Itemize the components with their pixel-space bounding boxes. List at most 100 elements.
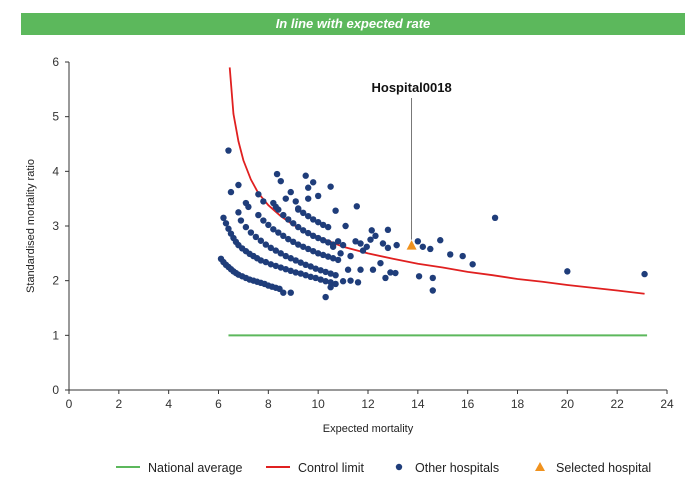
hospital-point	[270, 226, 277, 233]
hospital-point	[225, 225, 232, 232]
hospital-point	[247, 229, 255, 236]
y-tick-label: 4	[52, 164, 59, 178]
hospital-point	[282, 265, 289, 273]
hospital-point	[327, 270, 334, 277]
hospital-point	[337, 250, 344, 257]
hospital-point	[324, 223, 332, 231]
hospital-point	[322, 278, 329, 285]
hospital-point	[309, 179, 317, 186]
hospital-point	[255, 191, 262, 198]
hospital-point	[357, 266, 364, 273]
hospital-point	[252, 233, 260, 241]
hospital-point	[307, 273, 314, 281]
hospital-point	[275, 229, 282, 236]
hospital-point	[329, 255, 337, 262]
control-limit-line	[228, 67, 645, 295]
hospital-point	[272, 247, 280, 254]
hospital-point	[300, 243, 307, 250]
x-tick-label: 4	[165, 397, 172, 411]
hospital-point	[285, 235, 292, 243]
legend-selected-hospital-swatch	[535, 462, 545, 471]
x-tick-label: 0	[66, 397, 73, 411]
hospital-point	[314, 218, 322, 226]
x-tick-label: 14	[411, 397, 425, 411]
hospital-point	[277, 177, 284, 185]
hospital-point	[272, 203, 280, 211]
hospital-point	[280, 289, 287, 296]
hospital-point	[415, 273, 423, 280]
hospital-point	[282, 195, 289, 202]
x-tick-label: 12	[361, 397, 375, 411]
hospital-point	[292, 257, 299, 264]
hospital-point	[329, 243, 337, 250]
hospital-point	[277, 250, 284, 257]
hospital-point	[339, 278, 347, 285]
hospital-point	[272, 262, 280, 270]
hospital-point	[260, 217, 267, 224]
y-tick-label: 0	[52, 383, 59, 397]
hospital-point	[305, 212, 312, 220]
hospital-point	[245, 203, 252, 211]
hospital-point	[429, 287, 436, 294]
hospital-point	[287, 255, 294, 262]
hospital-point	[339, 241, 347, 249]
hospital-point	[332, 280, 339, 288]
hospital-point	[295, 205, 302, 212]
hospital-point	[312, 265, 319, 272]
hospital-point	[322, 293, 329, 301]
hospital-point	[491, 214, 499, 221]
hospital-point	[262, 258, 270, 266]
y-axis-ticks: 0 1 2 3 4 5 6	[52, 55, 69, 397]
hospital-point	[235, 181, 242, 189]
hospital-point	[564, 268, 571, 275]
hospital-point	[227, 188, 235, 196]
hospital-point	[641, 270, 648, 278]
hospital-point	[353, 203, 360, 210]
other-hospitals-points	[217, 147, 648, 301]
hospital-point	[322, 268, 329, 276]
x-tick-label: 24	[660, 397, 674, 411]
hospital-point	[273, 170, 281, 178]
legend-national-average-label: National average	[148, 461, 243, 475]
hospital-point	[379, 240, 387, 247]
hospital-point	[295, 223, 302, 231]
hospital-point	[290, 238, 297, 246]
hospital-point	[314, 234, 322, 242]
legend: National average Control limit Other hos…	[116, 461, 651, 475]
hospital-point	[235, 209, 242, 216]
hospital-point	[260, 198, 267, 205]
hospital-point	[280, 232, 287, 240]
hospital-point	[427, 245, 434, 253]
hospital-point	[324, 253, 332, 260]
hospital-point	[255, 211, 262, 219]
hospital-point	[367, 236, 374, 243]
hospital-point	[222, 220, 230, 227]
x-axis-ticks: 0 2 4 6 8 10 12 14 16 18 20 22 24	[66, 390, 674, 411]
selected-hospital-marker[interactable]	[406, 240, 417, 250]
hospital-point	[290, 220, 297, 227]
hospital-point	[314, 250, 322, 257]
selected-hospital-label: Hospital0018	[372, 80, 452, 95]
hospital-point	[305, 245, 312, 253]
legend-selected-hospital-label: Selected hospital	[556, 461, 651, 475]
y-tick-label: 5	[52, 110, 59, 124]
hospital-point	[382, 274, 389, 282]
hospital-point	[287, 188, 294, 196]
x-tick-label: 2	[115, 397, 122, 411]
hospital-point	[384, 244, 392, 252]
hospital-point	[300, 227, 307, 234]
hospital-point	[242, 223, 250, 231]
hospital-point	[319, 237, 327, 244]
hospital-point	[352, 238, 359, 245]
y-tick-label: 6	[52, 55, 59, 69]
hospital-point	[282, 252, 289, 260]
hospital-point	[317, 267, 324, 274]
x-axis-title: Expected mortality	[323, 423, 414, 435]
legend-control-limit-label: Control limit	[298, 461, 365, 475]
hospital-point	[334, 238, 342, 245]
x-tick-label: 8	[265, 397, 272, 411]
hospital-point	[334, 256, 342, 264]
hospital-point	[295, 241, 302, 248]
hospital-point	[414, 238, 422, 245]
hospital-point	[302, 172, 309, 179]
